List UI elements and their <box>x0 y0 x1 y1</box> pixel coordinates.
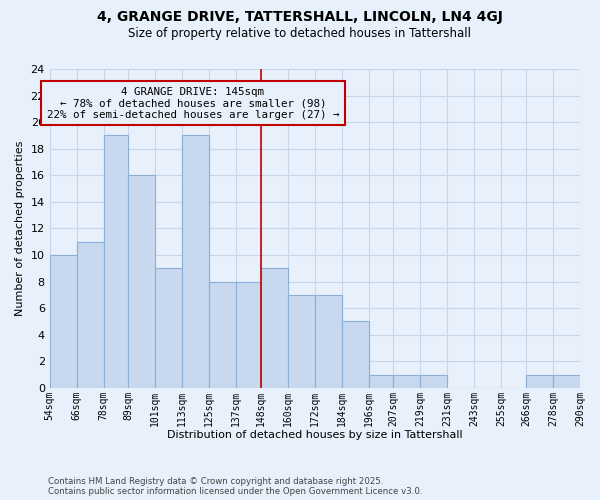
Bar <box>261 268 288 388</box>
Bar <box>342 322 369 388</box>
Bar <box>209 282 236 388</box>
Text: 4, GRANGE DRIVE, TATTERSHALL, LINCOLN, LN4 4GJ: 4, GRANGE DRIVE, TATTERSHALL, LINCOLN, L… <box>97 10 503 24</box>
Bar <box>288 295 315 388</box>
Bar <box>182 136 209 388</box>
Bar <box>553 374 580 388</box>
Bar <box>104 136 128 388</box>
Y-axis label: Number of detached properties: Number of detached properties <box>15 140 25 316</box>
Bar <box>50 255 77 388</box>
Bar <box>236 282 261 388</box>
Bar <box>421 374 448 388</box>
Bar <box>315 295 342 388</box>
X-axis label: Distribution of detached houses by size in Tattershall: Distribution of detached houses by size … <box>167 430 463 440</box>
Bar <box>77 242 104 388</box>
Text: 4 GRANGE DRIVE: 145sqm
← 78% of detached houses are smaller (98)
22% of semi-det: 4 GRANGE DRIVE: 145sqm ← 78% of detached… <box>47 86 339 120</box>
Bar <box>394 374 421 388</box>
Bar <box>128 176 155 388</box>
Text: Size of property relative to detached houses in Tattershall: Size of property relative to detached ho… <box>128 28 472 40</box>
Bar <box>369 374 394 388</box>
Bar <box>526 374 553 388</box>
Bar <box>155 268 182 388</box>
Text: Contains HM Land Registry data © Crown copyright and database right 2025.
Contai: Contains HM Land Registry data © Crown c… <box>48 476 422 496</box>
